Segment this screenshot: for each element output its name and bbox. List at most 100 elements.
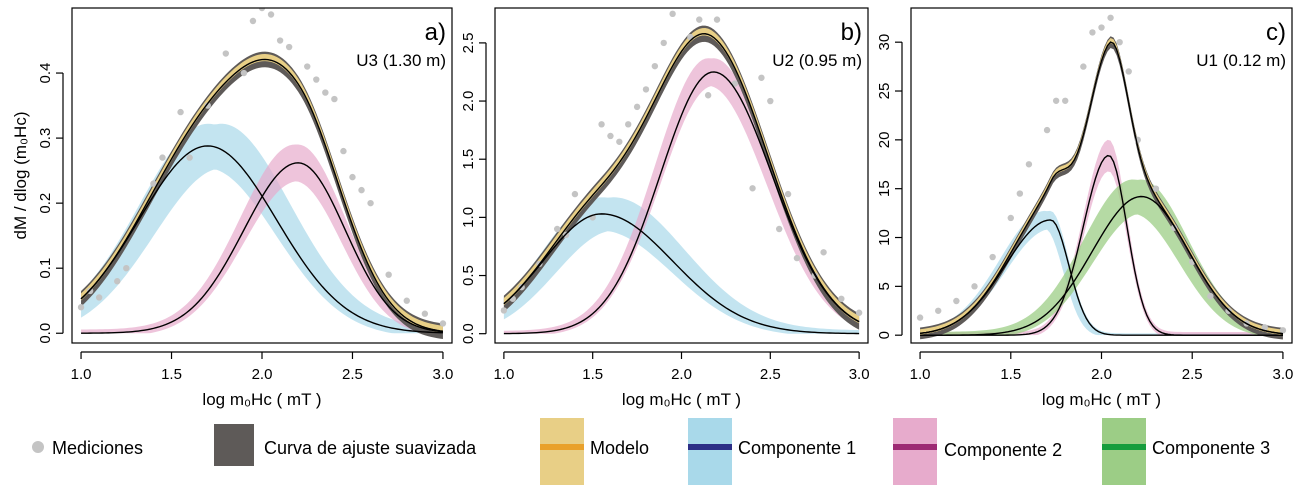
measurement-point	[159, 154, 166, 161]
x-axis: 1.0 1.5 2.0 2.5 3.0	[910, 351, 1293, 383]
measurement-point	[660, 39, 667, 47]
sample-label: U2 (0.95 m)	[772, 51, 862, 70]
measurement-point	[114, 278, 121, 285]
measurement-point	[349, 173, 356, 181]
panel-label: c)	[1266, 19, 1286, 46]
measurement-point	[313, 76, 320, 83]
measurement-point	[571, 190, 579, 198]
measurement-point	[616, 138, 623, 145]
x-axis-label: log m₀Hc ( mT )	[202, 390, 321, 409]
x-tick-label: 1.5	[161, 366, 182, 383]
measurement-point	[971, 283, 978, 290]
measurement-point	[1080, 63, 1087, 70]
component-2-band	[81, 144, 443, 334]
legend-model-line	[540, 444, 584, 450]
y-tick-label: 2.0	[460, 91, 477, 112]
measurement-point	[767, 97, 774, 105]
measurement-point	[820, 249, 827, 256]
measurement-point	[340, 147, 347, 155]
x-tick-label: 2.0	[252, 366, 273, 383]
y-axis: 0.0 0.5 1.0 1.5 2.0 2.5	[460, 32, 487, 344]
legend-comp1-line	[688, 444, 732, 450]
panel-label: b)	[841, 19, 862, 46]
y-tick-label: 10	[876, 229, 893, 246]
measurement-point	[358, 186, 365, 194]
x-tick-label: 3.0	[433, 366, 454, 383]
plot-frame	[910, 7, 1293, 344]
y-tick-label: 5	[876, 282, 893, 290]
plot-area	[916, 14, 1287, 340]
measurement-point	[267, 11, 275, 18]
legend-comp2-label: Componente 2	[944, 440, 1062, 460]
measurement-point	[123, 264, 130, 272]
component-1-line	[503, 213, 860, 335]
component-2-band	[503, 58, 860, 334]
measurement-point	[704, 92, 712, 99]
y-tick-label: 15	[876, 180, 893, 197]
measurement-point	[500, 307, 508, 314]
measurement-point	[731, 80, 738, 87]
measurement-point	[1089, 29, 1096, 36]
measurement-point	[95, 294, 103, 301]
measurement-point	[935, 307, 942, 314]
measurement-point	[749, 185, 756, 192]
x-tick-label: 2.0	[1091, 366, 1112, 383]
measurement-point	[553, 225, 561, 233]
plot-frame	[71, 7, 453, 344]
y-tick-label: 0.4	[37, 63, 54, 84]
y-tick-label: 1.0	[460, 207, 477, 228]
x-axis: 1.0 1.5 2.0 2.5 3.0	[493, 351, 870, 383]
x-tick-label: 2.5	[1182, 366, 1203, 383]
measurement-point	[186, 154, 193, 161]
component-1-band	[920, 210, 1283, 336]
measurement-point	[439, 320, 447, 327]
measurement-point	[669, 10, 676, 18]
measurement-point	[240, 69, 248, 77]
measurement-point	[1062, 97, 1069, 104]
measurement-point	[1261, 324, 1268, 331]
measurement-point	[1125, 68, 1132, 75]
measurement-point	[633, 103, 641, 111]
chart-panel-3: 1.0 1.5 2.0 2.5 3.0 0 5 10 15 20 25 30 log m₀Hc ( mT…	[876, 7, 1293, 409]
component-2-line	[503, 71, 860, 335]
y-axis: 0.0 0.1 0.2 0.3 0.4	[37, 63, 64, 344]
plot-frame	[494, 7, 869, 344]
y-tick-label: 0.3	[37, 128, 54, 149]
legend-model-swatch	[540, 418, 584, 485]
legend-comp1-swatch	[688, 418, 732, 485]
measurement-point	[1098, 24, 1105, 31]
x-tick-label: 2.0	[671, 366, 692, 383]
measurement-point	[331, 95, 338, 103]
y-tick-label: 0.1	[37, 258, 54, 279]
x-tick-label: 1.0	[493, 366, 514, 383]
panel-label: a)	[425, 19, 446, 46]
measurement-point	[367, 199, 374, 207]
y-tick-label: 25	[876, 83, 893, 100]
model-line	[919, 41, 1284, 335]
measurement-point	[838, 295, 845, 302]
measurement-point	[1016, 190, 1024, 197]
measurement-point	[1025, 161, 1033, 168]
measurement-point	[1116, 38, 1123, 46]
measurement-point	[916, 314, 924, 321]
legend-comp3-swatch	[1102, 418, 1146, 485]
measurement-point	[150, 180, 157, 187]
x-tick-label: 2.5	[342, 366, 363, 383]
x-tick-label: 1.0	[910, 366, 931, 383]
x-tick-label: 2.5	[760, 366, 781, 383]
y-tick-label: 2.5	[460, 32, 477, 53]
legend-smooth-label: Curva de ajuste suavizada	[264, 438, 477, 458]
sample-label: U3 (1.30 m)	[356, 51, 446, 70]
x-tick-label: 1.5	[582, 366, 603, 383]
x-tick-label: 1.5	[1000, 366, 1021, 383]
smooth-fit-band	[503, 25, 860, 330]
x-tick-label: 3.0	[849, 366, 870, 383]
legend-comp2-swatch	[893, 418, 937, 485]
measurement-point	[385, 271, 392, 278]
measurement-point	[713, 16, 721, 23]
measurement-point	[855, 309, 863, 316]
measurement-point	[793, 254, 801, 262]
legend-comp3-label: Componente 3	[1152, 438, 1270, 458]
measurement-point	[598, 121, 605, 128]
